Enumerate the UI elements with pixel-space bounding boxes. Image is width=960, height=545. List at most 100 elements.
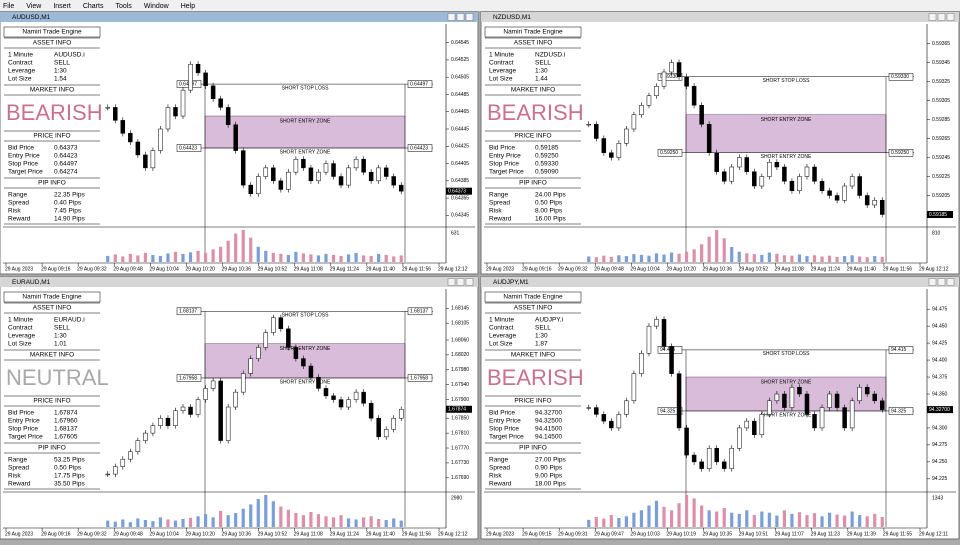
window-button[interactable] bbox=[447, 13, 456, 21]
panel-value: 24.00 Pips bbox=[535, 192, 566, 199]
menu-item[interactable]: View bbox=[26, 3, 42, 10]
panel-label: Stop Price bbox=[489, 426, 519, 433]
volume-bar bbox=[188, 252, 193, 262]
volume-bar bbox=[767, 512, 771, 527]
window-button[interactable] bbox=[456, 13, 465, 21]
panel-value: EURAUD.i bbox=[54, 317, 85, 324]
panel-label: Reward bbox=[8, 216, 31, 223]
volume-bar bbox=[219, 510, 223, 527]
candle-body bbox=[225, 406, 231, 441]
level-tag-label: 1.68137 bbox=[179, 309, 197, 315]
y-tick-label: 1.67900 bbox=[451, 397, 469, 403]
volume-bar bbox=[745, 510, 749, 527]
volume-bar bbox=[226, 515, 230, 527]
window-button[interactable] bbox=[456, 278, 465, 286]
volume-bar bbox=[346, 518, 351, 527]
volume-bar bbox=[151, 521, 155, 527]
panel-label: Bid Price bbox=[489, 145, 515, 152]
volume-bar bbox=[812, 255, 817, 262]
candle-body bbox=[346, 399, 351, 408]
candle-body bbox=[752, 171, 757, 187]
candle-body bbox=[812, 414, 817, 429]
x-tick-label: 29 Aug 10:20 bbox=[666, 266, 696, 272]
x-tick-label: 29 Aug 11:24 bbox=[330, 531, 359, 537]
candle-body bbox=[789, 181, 795, 191]
panel-label: Target Price bbox=[489, 169, 524, 176]
y-tick-label: 0.59305 bbox=[932, 98, 950, 104]
candle-body bbox=[646, 325, 652, 354]
volume-bar bbox=[730, 246, 734, 262]
volume-bar bbox=[392, 518, 396, 527]
candle-body bbox=[383, 429, 389, 438]
volume-bar bbox=[684, 251, 689, 262]
candle-body bbox=[203, 388, 208, 400]
x-tick-label: 29 Aug 09:47 bbox=[594, 531, 624, 537]
menu-item[interactable]: Tools bbox=[115, 3, 132, 10]
panel-label: Target Price bbox=[489, 434, 524, 441]
x-tick-label: 29 Aug 10:52 bbox=[258, 531, 288, 537]
window-button[interactable] bbox=[937, 278, 946, 286]
panel-label: Lot Size bbox=[489, 76, 513, 83]
candle-body bbox=[338, 399, 344, 408]
candle-body bbox=[376, 417, 381, 438]
panel-label: Leverage bbox=[8, 333, 35, 340]
candle-body bbox=[609, 420, 614, 429]
menu-item[interactable]: Window bbox=[144, 3, 170, 10]
window-button[interactable] bbox=[465, 278, 474, 286]
y-tick-label: 0.64445 bbox=[451, 126, 469, 132]
volume-bar bbox=[827, 512, 832, 527]
level-tag-label: 0.64497 bbox=[410, 81, 428, 87]
volume-bar bbox=[760, 511, 764, 527]
y-tick-label: 0.64385 bbox=[451, 178, 469, 184]
candle-body bbox=[158, 128, 163, 151]
candle-body bbox=[353, 158, 359, 169]
candle-body bbox=[331, 395, 336, 400]
volume-bar bbox=[128, 522, 132, 527]
window-button[interactable] bbox=[946, 278, 955, 286]
volume-bar bbox=[166, 253, 170, 262]
window-button[interactable] bbox=[937, 13, 946, 21]
window-button[interactable] bbox=[946, 13, 955, 21]
y-tick-label: 1.67850 bbox=[451, 416, 469, 422]
panel-value: 27.00 Pips bbox=[535, 457, 566, 464]
panel-label: Reward bbox=[489, 216, 512, 223]
volume-bar bbox=[346, 254, 351, 262]
menu-item[interactable]: Insert bbox=[53, 3, 71, 10]
volume-bar bbox=[316, 255, 321, 262]
candle-body bbox=[804, 393, 810, 415]
level-tag-label: 94.325 bbox=[660, 408, 676, 414]
panel-value: 0.64423 bbox=[54, 153, 78, 160]
volume-bar bbox=[692, 498, 696, 527]
candle-body bbox=[872, 200, 877, 206]
candle-body bbox=[857, 386, 862, 402]
volume-bar bbox=[362, 517, 366, 527]
candle-body bbox=[601, 414, 607, 422]
volume-bar bbox=[211, 517, 215, 527]
y-tick-label: 1.68145 bbox=[451, 306, 469, 312]
candle-body bbox=[173, 107, 178, 117]
panel-header: MARKET INFO bbox=[511, 87, 555, 94]
candle-body bbox=[706, 124, 712, 153]
window-button[interactable] bbox=[465, 13, 474, 21]
volume-bar bbox=[234, 513, 238, 527]
engine-name: Namiri Trade Engine bbox=[22, 29, 82, 36]
menu-item[interactable]: Charts bbox=[83, 3, 104, 10]
panel-label: Reward bbox=[489, 481, 512, 488]
panel-header: MARKET INFO bbox=[30, 87, 74, 94]
window-button[interactable] bbox=[928, 13, 937, 21]
menu-item[interactable]: File bbox=[3, 3, 14, 10]
volume-bar bbox=[234, 233, 238, 262]
candle-body bbox=[353, 391, 359, 400]
menu-item[interactable]: Help bbox=[181, 3, 196, 10]
panel-label: Entry Price bbox=[489, 153, 521, 160]
volume-bar bbox=[264, 495, 268, 527]
candle-body bbox=[286, 328, 291, 348]
candle-body bbox=[721, 171, 727, 182]
candle-body bbox=[767, 400, 772, 415]
volume-bar bbox=[241, 508, 245, 527]
panel-value: 1.67960 bbox=[54, 418, 78, 425]
panel-value: 53.25 Pips bbox=[54, 457, 85, 464]
window-button[interactable] bbox=[928, 278, 937, 286]
panel-value: SELL bbox=[54, 60, 70, 67]
window-button[interactable] bbox=[447, 278, 456, 286]
